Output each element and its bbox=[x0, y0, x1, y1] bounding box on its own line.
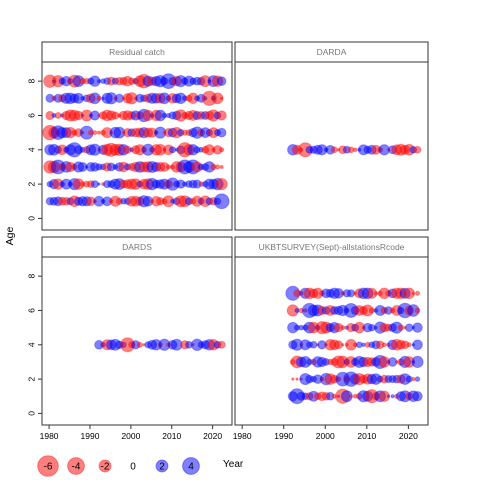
legend-title: Year bbox=[223, 459, 244, 470]
panel-title-darda: DARDA bbox=[317, 47, 347, 57]
bubble bbox=[386, 394, 391, 398]
bubble bbox=[219, 96, 224, 101]
y-tick-label: 8 bbox=[27, 79, 37, 84]
y-tick-label: 8 bbox=[27, 274, 37, 279]
y-tick-label: 6 bbox=[27, 308, 37, 313]
bubble bbox=[215, 177, 228, 191]
panel-darda: DARDA bbox=[234, 41, 429, 231]
panel-frame-ukbts bbox=[234, 236, 429, 426]
bubbles-darda bbox=[287, 142, 422, 158]
bubble bbox=[218, 147, 225, 153]
legend-label: 0 bbox=[130, 462, 136, 473]
bubble bbox=[216, 76, 227, 87]
bubble bbox=[213, 193, 230, 210]
y-tick-label: 2 bbox=[27, 376, 37, 381]
bubble bbox=[216, 127, 227, 138]
x-tick-label: 1990 bbox=[81, 431, 100, 441]
legend-bubble bbox=[182, 457, 200, 475]
bubble bbox=[217, 340, 226, 349]
bubble bbox=[352, 147, 358, 153]
panel-ukbts: UKBTSURVEY(Sept)-allstationsRcode bbox=[234, 236, 429, 426]
bubble bbox=[214, 164, 221, 170]
bubble bbox=[295, 377, 299, 381]
bubble bbox=[97, 182, 101, 186]
legend-label: 4 bbox=[188, 462, 194, 473]
bubble bbox=[412, 322, 423, 333]
bubble bbox=[96, 130, 102, 135]
legend-label: -4 bbox=[72, 462, 81, 473]
x-tick-label: 2010 bbox=[162, 431, 181, 441]
y-tick-label: 6 bbox=[27, 113, 37, 118]
panels-layer: Residual catch DARDA DARDS UKBTSURVEY(Sept)… bbox=[41, 41, 429, 426]
x-tick-label: 2000 bbox=[316, 431, 335, 441]
panel-title-catch: Residual catch bbox=[109, 47, 165, 57]
bubble bbox=[413, 145, 422, 154]
panel-title-dards: DARDS bbox=[122, 242, 152, 252]
panel-frame-dards bbox=[41, 236, 233, 426]
y-tick-label: 0 bbox=[27, 411, 37, 416]
bubble bbox=[349, 394, 353, 398]
bubble bbox=[211, 92, 224, 105]
bubble bbox=[390, 394, 395, 399]
legend-label: 2 bbox=[159, 462, 165, 473]
bubble bbox=[414, 307, 421, 314]
panel-frame-darda bbox=[234, 41, 429, 231]
bubble bbox=[216, 110, 227, 121]
bubble bbox=[412, 339, 423, 351]
legend-bubble bbox=[98, 459, 112, 473]
x-tick-label: 1980 bbox=[40, 431, 59, 441]
legend-label: -6 bbox=[44, 462, 53, 473]
x-tick-label: 2020 bbox=[399, 431, 418, 441]
y-tick-label: 4 bbox=[27, 147, 37, 152]
legend-label: -2 bbox=[101, 462, 110, 473]
x-tick-label: 2000 bbox=[121, 431, 140, 441]
bubble bbox=[341, 343, 345, 347]
bubbles-catch bbox=[42, 73, 230, 210]
bubble bbox=[414, 290, 421, 296]
bubble bbox=[411, 355, 424, 369]
axes-layer: 0 2 4 6 8 0 2 4 6 8 1980 1990 2000 2010 2020 1980 1990 20… bbox=[27, 79, 419, 441]
y-tick-label: 0 bbox=[27, 216, 37, 221]
x-tick-label: 2020 bbox=[203, 431, 222, 441]
panel-frame-catch bbox=[41, 41, 233, 231]
y-tick-label: 4 bbox=[27, 342, 37, 347]
bubble bbox=[411, 291, 416, 296]
bubbles-dards bbox=[94, 337, 226, 353]
bubble bbox=[219, 164, 224, 170]
bubble bbox=[406, 342, 412, 348]
x-tick-label: 1980 bbox=[233, 431, 252, 441]
bubble bbox=[412, 391, 423, 402]
bubble bbox=[96, 95, 102, 101]
bubble bbox=[414, 376, 421, 382]
bubble bbox=[291, 377, 295, 381]
legend-bubble bbox=[37, 455, 59, 477]
bubble bbox=[340, 390, 353, 403]
bubble bbox=[340, 325, 346, 331]
bubbles-ukbts bbox=[285, 285, 424, 405]
bubble bbox=[309, 340, 318, 349]
bubble bbox=[411, 376, 416, 382]
y-tick-label: 2 bbox=[27, 181, 37, 186]
bubble bbox=[92, 130, 98, 136]
x-tick-label: 2010 bbox=[357, 431, 376, 441]
legend-bubble bbox=[155, 459, 169, 473]
bubble bbox=[373, 291, 379, 296]
bubble bbox=[330, 146, 338, 154]
bubble bbox=[397, 324, 405, 331]
bubble bbox=[136, 341, 143, 348]
panel-title-ukbts: UKBTSURVEY(Sept)-allstationsRcode bbox=[259, 242, 405, 252]
panel-dards: DARDS bbox=[41, 236, 233, 426]
x-tick-label: 1990 bbox=[274, 431, 293, 441]
bubble bbox=[168, 146, 177, 154]
legend: -6 -4 -2 0 2 4 bbox=[37, 455, 200, 477]
y-axis-label: Age bbox=[4, 227, 16, 246]
legend-bubble bbox=[67, 457, 85, 475]
panel-catch: Residual catch bbox=[41, 41, 233, 231]
bubble bbox=[381, 342, 387, 348]
